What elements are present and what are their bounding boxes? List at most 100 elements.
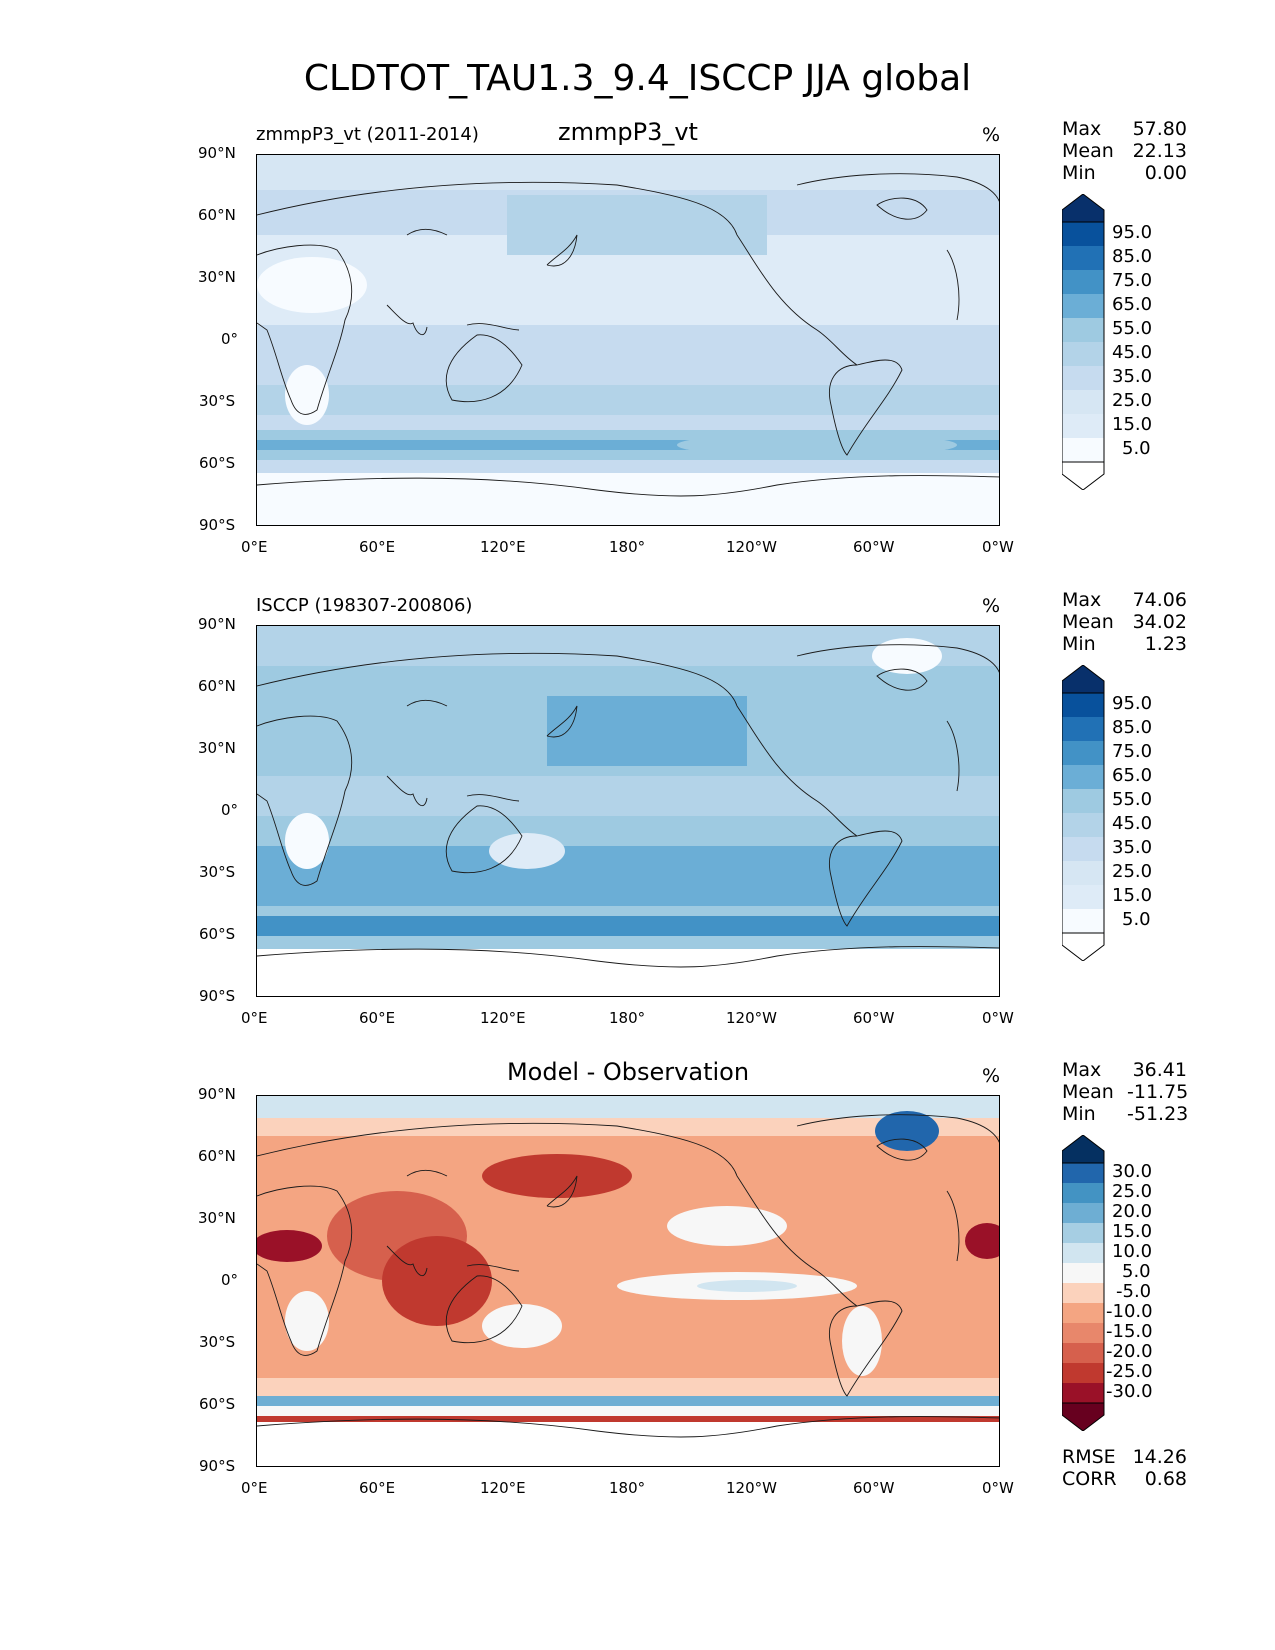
colorbar-swatch <box>1062 1163 1104 1183</box>
panel2-subtropic-band <box>257 776 999 816</box>
colorbar-label: 95.0 <box>1112 693 1153 714</box>
lon-tick: 0°E <box>241 538 268 556</box>
stat-label: Max <box>1062 589 1102 611</box>
stat-label: Max <box>1062 118 1102 140</box>
colorbar-swatch <box>1062 438 1104 462</box>
colorbar-label: 85.0 <box>1112 246 1153 267</box>
panel1-units: % <box>982 124 1001 146</box>
lon-tick: 120°E <box>480 538 526 556</box>
lon-tick: 60°E <box>359 1009 396 1027</box>
colorbar-label: 35.0 <box>1112 837 1153 858</box>
colorbar-label: -10.0 <box>1106 1301 1153 1322</box>
lat-tick: 90°S <box>199 987 236 1005</box>
colorbar-label: -25.0 <box>1106 1361 1153 1382</box>
lat-tick: 60°S <box>199 454 236 472</box>
colorbar-label: 25.0 <box>1112 390 1153 411</box>
stat-label: Mean <box>1062 611 1114 633</box>
colorbar-swatch <box>1062 741 1104 765</box>
colorbar-label: 20.0 <box>1112 1201 1153 1222</box>
lon-tick: 60°W <box>853 1009 895 1027</box>
panel1-stats: Max 57.80 Mean 22.13 Min 0.00 <box>1062 118 1187 184</box>
colorbar-extend-max <box>1062 665 1105 694</box>
colorbar-swatch <box>1062 861 1104 885</box>
metric-value: 0.68 <box>1144 1468 1187 1490</box>
lon-tick: 120°E <box>480 1479 526 1497</box>
panel2-australia-clear <box>489 833 565 869</box>
metric-label: RMSE <box>1062 1446 1116 1468</box>
panel3-npac-negative <box>482 1154 632 1198</box>
panel1-sahara-clear <box>257 257 367 313</box>
panel1-spac-cloud <box>677 433 957 457</box>
panel2-safrica-clear <box>285 813 329 869</box>
colorbar-extend-max <box>1062 194 1105 223</box>
colorbar-swatch <box>1062 414 1104 438</box>
stat-label: Min <box>1062 162 1096 184</box>
panel3-so-positive <box>257 1396 999 1406</box>
colorbar-label: 45.0 <box>1112 342 1153 363</box>
lat-tick: 30°N <box>198 268 236 286</box>
colorbar-label: -30.0 <box>1106 1381 1153 1402</box>
panel1-storm-core <box>257 440 999 450</box>
lat-tick: 90°S <box>199 516 236 534</box>
colorbar-swatch <box>1062 1243 1104 1263</box>
lon-tick: 120°W <box>726 538 777 556</box>
metric-label: CORR <box>1062 1468 1117 1490</box>
panel1-npac-cloud <box>507 195 767 255</box>
colorbar-swatch <box>1062 390 1104 414</box>
colorbar-label: 30.0 <box>1112 1161 1153 1182</box>
colorbar-swatch <box>1062 222 1104 246</box>
stat-value: 74.06 <box>1132 589 1187 611</box>
panel3-units: % <box>982 1065 1001 1087</box>
colorbar-swatch <box>1062 1303 1104 1323</box>
panel1-antarctic-field <box>257 473 999 525</box>
colorbar-swatch <box>1062 765 1104 789</box>
panel1-coastlines <box>257 173 999 497</box>
panel3-npac-neutral <box>667 1206 787 1246</box>
colorbar-swatch <box>1062 885 1104 909</box>
colorbar-swatch <box>1062 366 1104 390</box>
stat-value: -51.23 <box>1127 1103 1189 1125</box>
colorbar-swatch <box>1062 1323 1104 1343</box>
colorbar-label: -5.0 <box>1116 1281 1152 1302</box>
colorbar-label: 75.0 <box>1112 270 1153 291</box>
colorbar-label: 65.0 <box>1112 765 1153 786</box>
panel3-so-band <box>257 1378 999 1396</box>
colorbar-swatch <box>1062 789 1104 813</box>
colorbar-label: 15.0 <box>1112 414 1153 435</box>
lat-tick: 30°S <box>199 392 236 410</box>
panel3-missing-data <box>257 1422 999 1466</box>
lat-tick: 90°N <box>198 615 236 633</box>
lat-tick: 30°S <box>199 863 236 881</box>
panel1-left-label: zmmpP3_vt (2011-2014) <box>256 124 479 145</box>
panel2-greenland-clear <box>872 638 942 674</box>
stat-value: 34.02 <box>1132 611 1187 633</box>
colorbar-frame <box>1062 1162 1105 1404</box>
lon-tick: 60°E <box>359 538 396 556</box>
colorbar-label: -15.0 <box>1106 1321 1153 1342</box>
colorbar-swatch <box>1062 1383 1104 1403</box>
lat-tick: 90°N <box>198 144 236 162</box>
colorbar-label: 65.0 <box>1112 294 1153 315</box>
lon-tick: 180° <box>609 1009 646 1027</box>
panel3-eqpac-positive <box>697 1280 797 1292</box>
panel1-colorbar <box>1062 194 1106 490</box>
stat-label: Min <box>1062 1103 1096 1125</box>
lon-tick: 0°W <box>982 538 1014 556</box>
panel3-metrics: RMSE 14.26 CORR 0.68 <box>1062 1446 1187 1490</box>
colorbar-label: 25.0 <box>1112 861 1153 882</box>
colorbar-swatch <box>1062 1183 1104 1203</box>
lat-tick: 90°N <box>198 1085 236 1103</box>
colorbar-extend-min <box>1062 1402 1105 1431</box>
colorbar-swatch <box>1062 717 1104 741</box>
lat-tick: 60°S <box>199 1395 236 1413</box>
lat-tick: 0° <box>221 1271 239 1289</box>
panel1-sh-band <box>257 385 999 415</box>
panel2-left-label: ISCCP (198307-200806) <box>256 595 473 616</box>
lon-tick: 60°W <box>853 538 895 556</box>
lat-tick: 0° <box>221 330 239 348</box>
panel1-map <box>256 154 1000 526</box>
lat-tick: 30°N <box>198 739 236 757</box>
colorbar-swatch <box>1062 270 1104 294</box>
panel3-stats: Max 36.41 Mean -11.75 Min -51.23 <box>1062 1059 1189 1125</box>
lat-tick: 60°N <box>198 1147 236 1165</box>
